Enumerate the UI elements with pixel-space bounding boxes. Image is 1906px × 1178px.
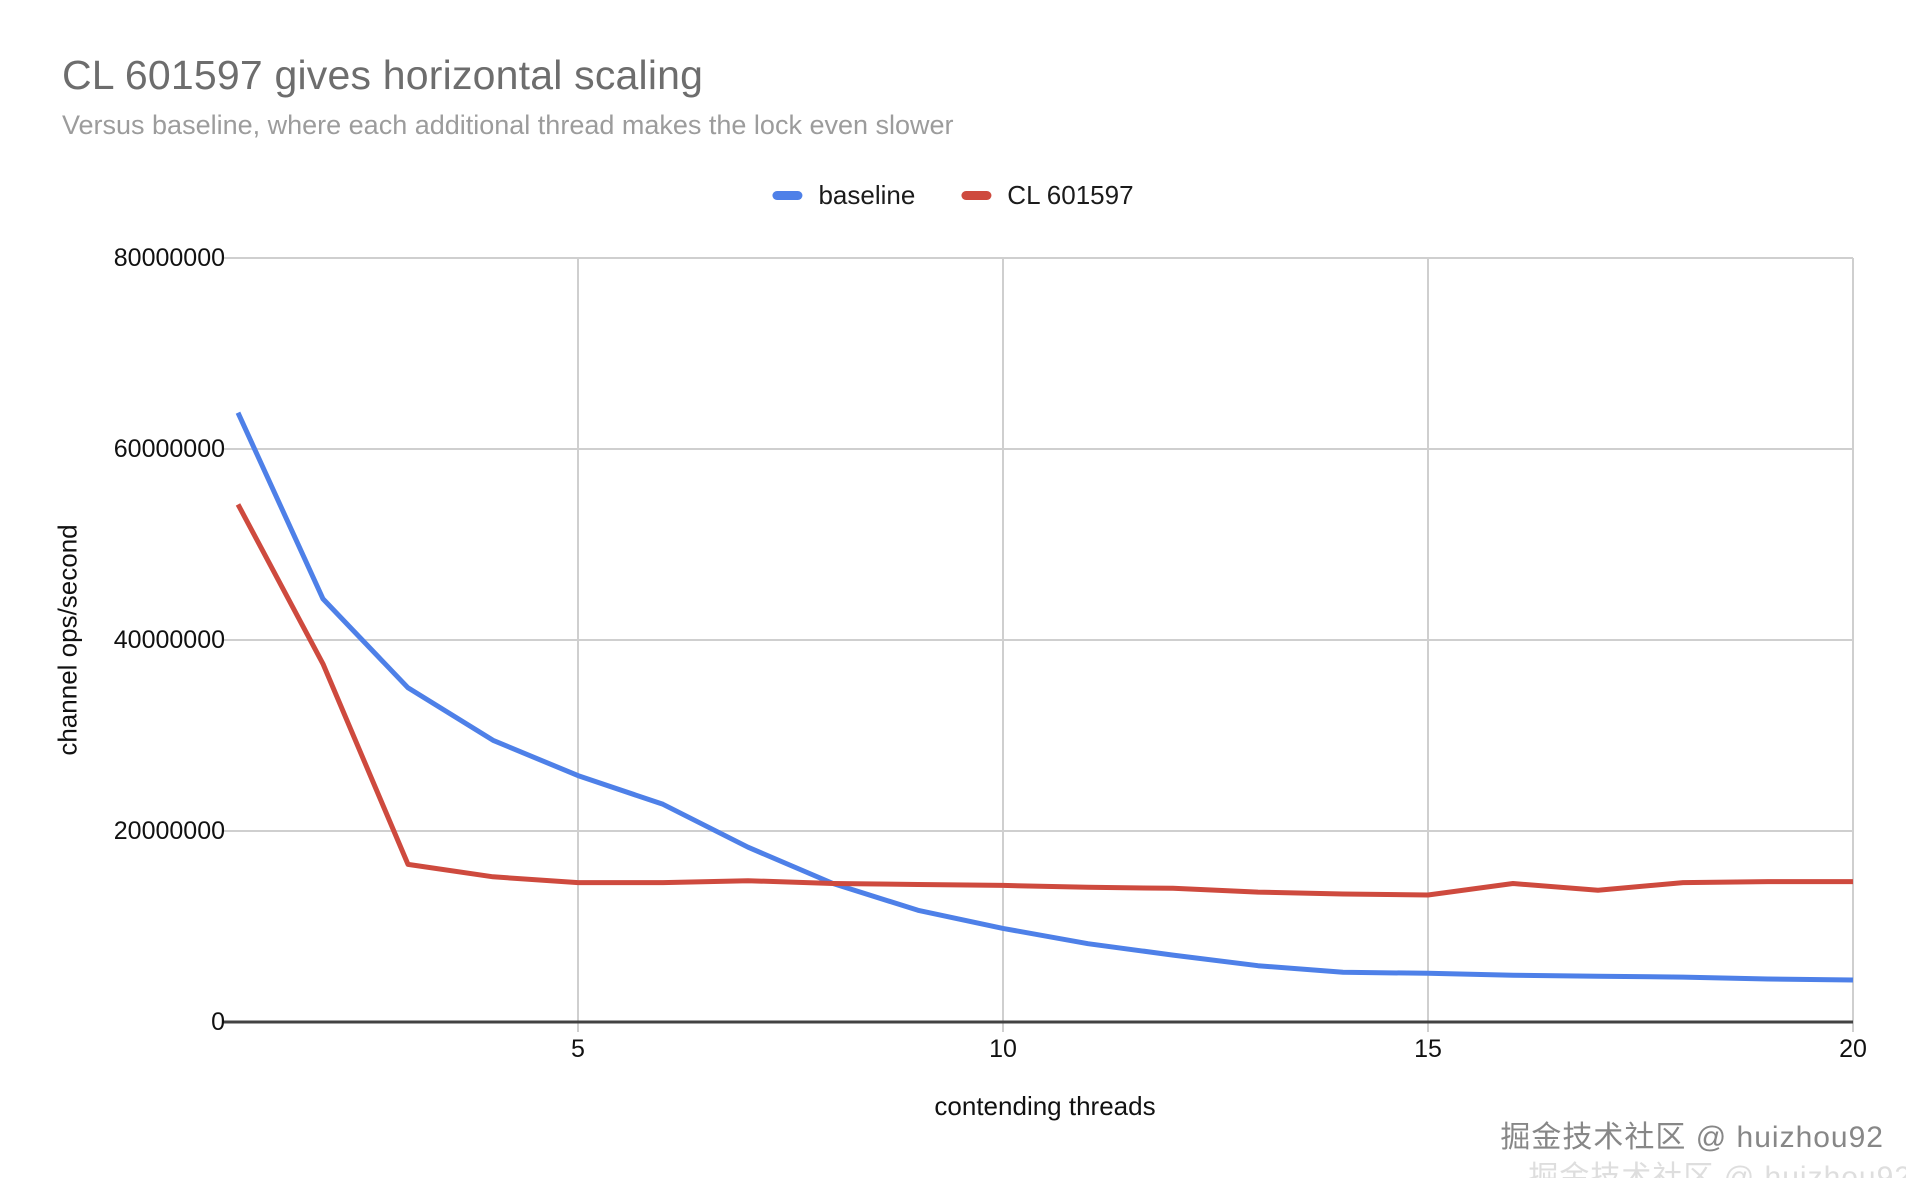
y-tick-label: 80000000 xyxy=(113,244,225,272)
watermark-text-faint: 掘金技术社区 @ huizhou92 xyxy=(1528,1161,1906,1178)
legend-label-baseline: baseline xyxy=(818,180,916,210)
legend-swatch-baseline xyxy=(772,191,803,200)
chart-legend: baseline CL 601597 xyxy=(772,180,1134,211)
y-tick-label: 0 xyxy=(211,1008,225,1036)
chart-title: CL 601597 gives horizontal scaling xyxy=(62,52,704,98)
x-tick-label: 10 xyxy=(989,1035,1017,1063)
y-tick-label: 20000000 xyxy=(113,817,225,845)
watermark-text: 掘金技术社区 @ huizhou92 xyxy=(1500,1121,1884,1154)
y-axis-title: channel ops/second xyxy=(52,524,83,756)
series-line-baseline xyxy=(235,411,1854,983)
y-tick-label: 60000000 xyxy=(113,435,225,463)
x-axis-title: contending threads xyxy=(934,1091,1156,1121)
x-tick-label: 5 xyxy=(571,1035,585,1063)
legend-item-cl601597: CL 601597 xyxy=(961,180,1134,211)
legend-item-baseline: baseline xyxy=(772,180,915,211)
legend-label-cl601597: CL 601597 xyxy=(1007,180,1134,210)
chart-subtitle: Versus baseline, where each additional t… xyxy=(62,110,954,140)
y-tick-label: 40000000 xyxy=(113,626,225,654)
legend-swatch-cl601597 xyxy=(961,191,992,200)
x-tick-label: 20 xyxy=(1839,1035,1867,1063)
x-tick-label: 15 xyxy=(1414,1035,1442,1063)
series-line-cl601597 xyxy=(235,503,1853,898)
